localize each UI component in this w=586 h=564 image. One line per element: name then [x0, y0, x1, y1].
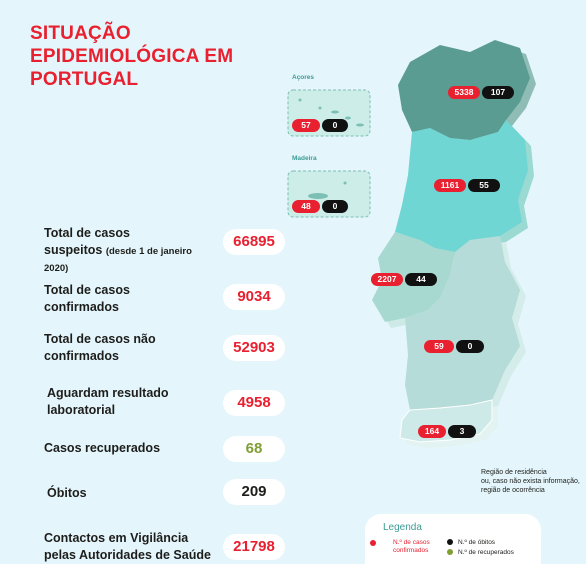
legend-recovered-dot [447, 549, 453, 555]
madeira-cases-badge: 48 [292, 200, 320, 213]
madeira-label: Madeira [292, 155, 317, 162]
stat-value-recuperados: 68 [223, 436, 285, 462]
acores-cases-badge: 57 [292, 119, 320, 132]
stat-label-confirmados: Total de casos confirmados [44, 283, 130, 314]
acores-label: Açores [292, 74, 315, 81]
acores-deaths-badge: 0 [322, 119, 348, 132]
region-note: Região de residência ou, caso não exista… [481, 469, 580, 494]
stat-value-nao-confirmados: 52903 [223, 335, 285, 361]
legend-confirmed-dot [370, 540, 376, 546]
algarve-deaths-badge: 3 [448, 425, 476, 438]
stat-label-suspeitos: Total de casos suspeitos (desde 1 de jan… [44, 226, 192, 274]
stat-value-confirmados: 9034 [223, 284, 285, 310]
alentejo-cases-badge: 59 [424, 340, 454, 353]
stat-label-contactos: Contactos em Vigilância pelas Autoridade… [44, 531, 211, 562]
acores-island-shape [345, 116, 351, 120]
legend-title: Legenda [383, 522, 422, 533]
centro-deaths-badge: 55 [468, 179, 500, 192]
stat-label-aguardam: Aguardam resultado laboratorial [47, 386, 169, 417]
norte-deaths-badge: 107 [482, 86, 514, 99]
page-title: SITUAÇÃO EPIDEMIOLÓGICA EM PORTUGAL [30, 23, 234, 90]
stat-label-obitos: Óbitos [47, 486, 87, 500]
madeira-island-shape [308, 193, 328, 199]
legend-deaths-label: N.º de óbitos [458, 539, 496, 546]
acores-island-shape [318, 106, 322, 110]
norte-cases-badge: 5338 [448, 86, 480, 99]
legend-recovered-label: N.º de recuperados [458, 549, 514, 556]
centro-cases-badge: 1161 [434, 179, 466, 192]
legend-confirmed-label: N.º de casos confirmados [393, 539, 430, 554]
stat-label-recuperados: Casos recuperados [44, 441, 161, 455]
region-alentejo [405, 236, 520, 410]
madeira-deaths-badge: 0 [322, 200, 348, 213]
legend-deaths-dot [447, 539, 453, 545]
lisboa-cases-badge: 2207 [371, 273, 403, 286]
lisboa-deaths-badge: 44 [405, 273, 437, 286]
alentejo-deaths-badge: 0 [456, 340, 484, 353]
madeira-island-shape [343, 181, 347, 185]
stat-value-suspeitos: 66895 [223, 229, 285, 255]
stat-value-aguardam: 4958 [223, 390, 285, 416]
stat-value-obitos: 209 [223, 479, 285, 505]
acores-island-shape [298, 98, 302, 102]
acores-island-shape [356, 123, 364, 127]
algarve-cases-badge: 164 [418, 425, 446, 438]
stat-label-nao-confirmados: Total de casos não confirmados [44, 332, 156, 363]
stat-value-contactos: 21798 [223, 534, 285, 560]
legend: Legenda N.º de casos confirmados N.º de … [365, 514, 541, 564]
acores-island-shape [331, 110, 339, 114]
